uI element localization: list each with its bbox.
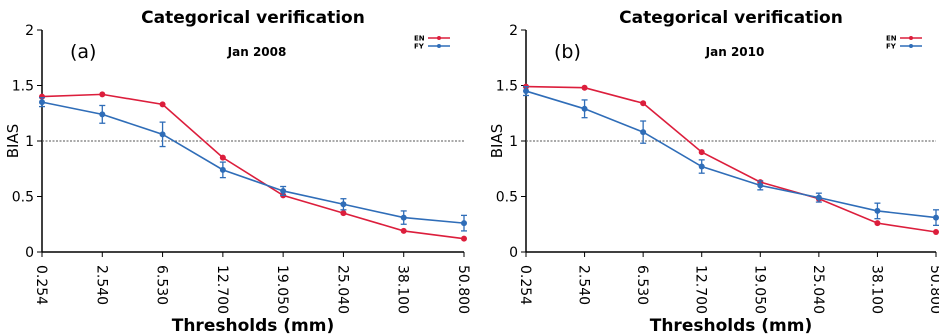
- y-tick-label: 0: [25, 245, 34, 261]
- data-point-FY: [581, 105, 588, 112]
- data-point-EN: [99, 91, 106, 98]
- y-tick-label: 0.5: [12, 190, 34, 206]
- panel-label: (a): [70, 41, 96, 63]
- y-tick-label: 1: [25, 134, 34, 150]
- x-tick-label: 19.050: [274, 265, 290, 314]
- y-tick-label: 0.5: [496, 190, 518, 206]
- series-line-EN: [41, 93, 465, 240]
- y-tick-label: 1: [509, 134, 518, 150]
- legend-swatch-marker: [437, 44, 441, 48]
- data-point-EN: [640, 100, 647, 107]
- chart-subtitle: Jan 2008: [227, 45, 287, 59]
- data-point-FY: [400, 214, 407, 221]
- x-tick-label: 12.700: [693, 265, 709, 314]
- chart-subtitle: Jan 2010: [705, 45, 765, 59]
- data-point-EN: [874, 220, 881, 227]
- x-tick-label: 25.040: [810, 265, 826, 314]
- data-point-EN: [219, 154, 226, 161]
- data-point-FY: [640, 129, 647, 136]
- x-tick-label: 25.040: [334, 265, 350, 314]
- data-point-EN: [340, 210, 347, 217]
- y-tick-label: 1.5: [12, 79, 34, 95]
- data-point-FY: [340, 201, 347, 208]
- x-tick-label: 19.050: [751, 265, 767, 314]
- x-tick-label: 38.100: [395, 265, 411, 314]
- chart-title: Categorical verification: [141, 8, 365, 28]
- data-point-FY: [159, 131, 166, 138]
- data-point-FY: [757, 182, 764, 189]
- legend-label: EN: [414, 35, 425, 43]
- series-line-FY: [41, 101, 465, 224]
- y-tick-label: 2: [25, 23, 34, 39]
- x-tick-label: 2.540: [93, 265, 109, 305]
- data-point-EN: [461, 235, 467, 242]
- chart-panel-2: Categorical verification Jan 2010 (b) 0 0.5 1…: [488, 8, 939, 336]
- data-point-EN: [933, 229, 939, 236]
- x-tick-label: 50.800: [927, 265, 939, 314]
- y-tick-label: 0: [509, 245, 518, 261]
- data-point-FY: [698, 163, 705, 170]
- data-point-EN: [159, 101, 166, 108]
- y-tick-label: 1.5: [496, 79, 518, 95]
- data-point-FY: [280, 187, 287, 194]
- x-tick-label: 0.254: [33, 265, 49, 305]
- data-point-FY: [39, 99, 45, 106]
- x-tick-label: 2.540: [576, 265, 592, 305]
- data-point-FY: [523, 88, 529, 95]
- legend-label: FY: [414, 43, 425, 51]
- y-axis-label: BIAS: [488, 124, 506, 159]
- data-point-FY: [815, 194, 822, 201]
- x-tick-label: 12.700: [214, 265, 230, 314]
- data-point-FY: [461, 220, 467, 227]
- x-axis-label: Thresholds (mm): [650, 316, 813, 336]
- x-axis-label: Thresholds (mm): [172, 316, 335, 336]
- x-tick-label: 50.800: [455, 265, 471, 314]
- data-point-FY: [219, 166, 226, 173]
- chart-title: Categorical verification: [619, 8, 843, 28]
- series-line-EN: [525, 85, 937, 233]
- panel-label: (b): [554, 41, 581, 63]
- data-point-EN: [400, 227, 407, 234]
- data-point-FY: [99, 111, 106, 118]
- chart-panel-1: Categorical verification Jan 2008 (a) 0 0.5 1…: [4, 8, 471, 336]
- legend-label: FY: [886, 43, 897, 51]
- x-tick-label: 38.100: [868, 265, 884, 314]
- data-point-FY: [933, 214, 939, 221]
- data-point-EN: [581, 84, 588, 91]
- y-tick-label: 2: [509, 23, 518, 39]
- y-axis-label: BIAS: [4, 124, 22, 159]
- data-point-EN: [698, 149, 705, 156]
- x-tick-label: 6.530: [634, 265, 650, 305]
- legend-swatch-marker: [909, 44, 913, 48]
- legend-swatch-marker: [909, 36, 913, 40]
- data-point-FY: [874, 207, 881, 214]
- x-tick-label: 0.254: [517, 265, 533, 305]
- legend-label: EN: [886, 35, 897, 43]
- series-line-FY: [525, 90, 937, 219]
- legend-swatch-marker: [437, 36, 441, 40]
- x-tick-label: 6.530: [154, 265, 170, 305]
